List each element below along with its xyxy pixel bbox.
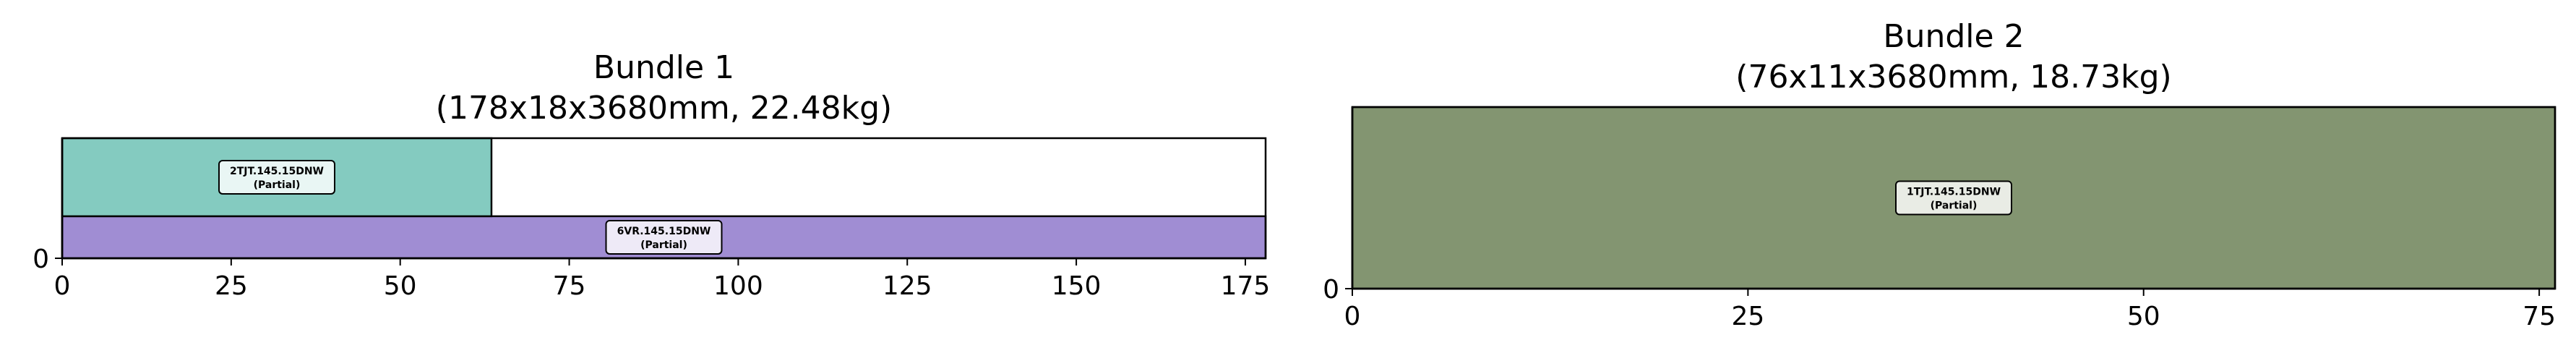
y-tick-label: 0 [1323,275,1339,305]
x-tick-label: 75 [2523,302,2556,331]
label-box [218,159,335,195]
x-tick-label: 175 [1221,271,1271,301]
bundle-chart-2: Bundle 2 (76x11x3680mm, 18.73kg) 1TJT.145.… [1323,18,2556,331]
x-tick-label: 75 [553,271,586,301]
x-tick-label: 50 [384,271,417,301]
label-box [1895,180,2012,216]
piece-status: (Partial) [640,239,687,251]
x-tick-label: 50 [2127,302,2160,331]
x-tick-label: 125 [883,271,932,301]
piece-label-2: 2TJT.145.15DNW (Partial) [218,159,335,195]
piece-name: 1TJT.145.15DNW [1907,187,2001,198]
piece-label-1: 1TJT.145.15DNW (Partial) [1895,180,2012,216]
chart-title: Bundle 1 [593,49,734,86]
x-tick-label: 100 [713,271,763,301]
x-tick-label: 25 [1731,302,1764,331]
chart-title: Bundle 2 [1883,18,2024,55]
piece-status: (Partial) [254,179,301,191]
bundle-chart-1: Bundle 1 (178x18x3680mm, 22.48kg) 6VR.145.… [33,49,1270,301]
piece-label-1: 6VR.145.15DNW (Partial) [605,219,723,255]
label-box [605,219,723,255]
piece-name: 6VR.145.15DNW [617,226,711,237]
x-tick-label: 150 [1052,271,1102,301]
piece-status: (Partial) [1931,200,1978,212]
x-tick-label: 0 [54,271,71,301]
x-tick-label: 0 [1344,302,1361,331]
piece-name: 2TJT.145.15DNW [230,166,324,177]
chart-subtitle: (178x18x3680mm, 22.48kg) [436,90,892,127]
y-tick-label: 0 [33,245,49,274]
x-tick-label: 25 [215,271,248,301]
chart-subtitle: (76x11x3680mm, 18.73kg) [1735,59,2171,95]
